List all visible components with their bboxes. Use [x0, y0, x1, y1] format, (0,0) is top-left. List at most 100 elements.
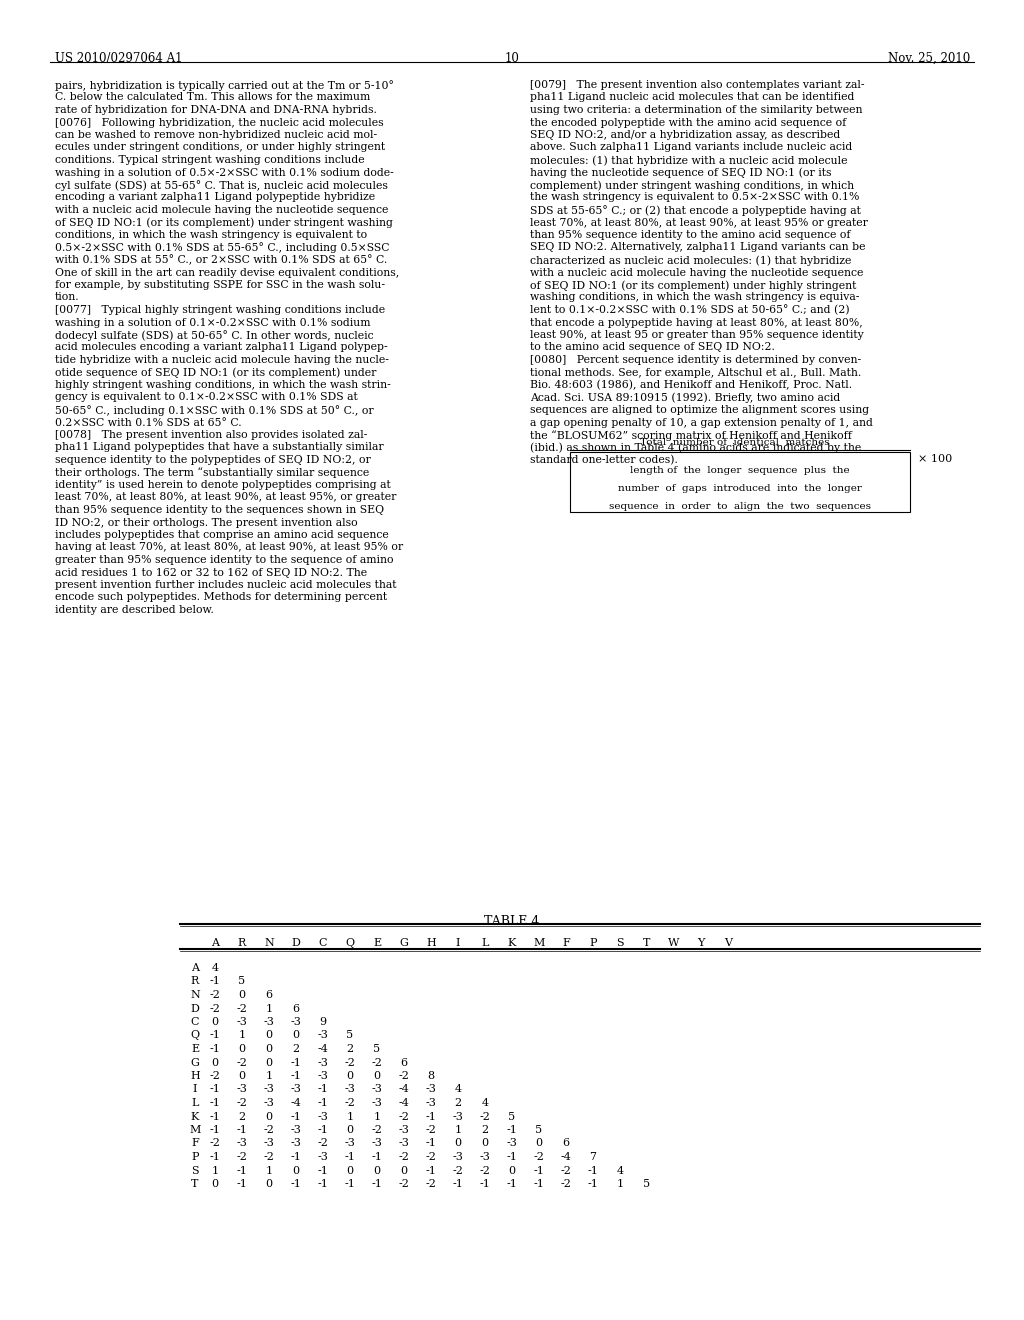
Text: -1: -1 [317, 1125, 329, 1135]
Text: F: F [191, 1138, 199, 1148]
Text: [0076]   Following hybridization, the nucleic acid molecules: [0076] Following hybridization, the nucl… [55, 117, 384, 128]
Text: 10: 10 [505, 51, 519, 65]
Text: least 90%, at least 95 or greater than 95% sequence identity: least 90%, at least 95 or greater than 9… [530, 330, 864, 341]
Text: 0: 0 [265, 1044, 272, 1053]
Text: -2: -2 [237, 1152, 248, 1162]
Text: least 70%, at least 80%, at least 90%, at least 95% or greater: least 70%, at least 80%, at least 90%, a… [530, 218, 868, 227]
Text: 2: 2 [239, 1111, 246, 1122]
Text: 5: 5 [643, 1179, 650, 1189]
Text: -4: -4 [291, 1098, 301, 1107]
Text: Y: Y [697, 939, 705, 948]
Text: tion.: tion. [55, 293, 80, 302]
Text: 5: 5 [239, 977, 246, 986]
Text: -3: -3 [291, 1138, 301, 1148]
Text: S: S [191, 1166, 199, 1176]
Text: sequence  in  order  to  align  the  two  sequences: sequence in order to align the two seque… [609, 502, 871, 511]
Text: -3: -3 [317, 1111, 329, 1122]
Text: -1: -1 [344, 1179, 355, 1189]
Text: [0079]   The present invention also contemplates variant zal-: [0079] The present invention also contem… [530, 81, 864, 90]
Text: -2: -2 [426, 1152, 436, 1162]
Text: can be washed to remove non-hybridized nucleic acid mol-: can be washed to remove non-hybridized n… [55, 129, 377, 140]
Text: Total  number of  identical  matches: Total number of identical matches [640, 438, 829, 447]
Text: -1: -1 [507, 1125, 517, 1135]
Text: 1: 1 [265, 1003, 272, 1014]
Text: identity are described below.: identity are described below. [55, 605, 214, 615]
Text: [0077]   Typical highly stringent washing conditions include: [0077] Typical highly stringent washing … [55, 305, 385, 315]
Text: 50-65° C., including 0.1×SSC with 0.1% SDS at 50° C., or: 50-65° C., including 0.1×SSC with 0.1% S… [55, 405, 374, 416]
Text: 1: 1 [455, 1125, 462, 1135]
Text: G: G [399, 939, 409, 948]
Text: 0: 0 [265, 1111, 272, 1122]
Text: 4: 4 [455, 1085, 462, 1094]
Text: -2: -2 [560, 1166, 571, 1176]
Text: [0078]   The present invention also provides isolated zal-: [0078] The present invention also provid… [55, 430, 368, 440]
Text: -2: -2 [398, 1111, 410, 1122]
Text: -1: -1 [291, 1057, 301, 1068]
Text: -3: -3 [372, 1138, 382, 1148]
Text: -4: -4 [398, 1085, 410, 1094]
Text: -2: -2 [263, 1152, 274, 1162]
Text: [0080]   Percent sequence identity is determined by conven-: [0080] Percent sequence identity is dete… [530, 355, 861, 366]
Text: -1: -1 [588, 1179, 598, 1189]
Text: dodecyl sulfate (SDS) at 50-65° C. In other words, nucleic: dodecyl sulfate (SDS) at 50-65° C. In ot… [55, 330, 374, 341]
Text: characterized as nucleic acid molecules: (1) that hybridize: characterized as nucleic acid molecules:… [530, 255, 851, 265]
Text: -3: -3 [317, 1031, 329, 1040]
Text: with a nucleic acid molecule having the nucleotide sequence: with a nucleic acid molecule having the … [530, 268, 863, 277]
Text: -1: -1 [291, 1152, 301, 1162]
Text: E: E [373, 939, 381, 948]
Text: -3: -3 [237, 1085, 248, 1094]
Text: 0: 0 [400, 1166, 408, 1176]
Text: N: N [190, 990, 200, 1001]
Text: -1: -1 [507, 1152, 517, 1162]
Text: -1: -1 [426, 1166, 436, 1176]
Text: -2: -2 [263, 1125, 274, 1135]
Text: -2: -2 [372, 1057, 382, 1068]
Text: 6: 6 [265, 990, 272, 1001]
Text: G: G [190, 1057, 200, 1068]
Text: washing conditions, in which the wash stringency is equiva-: washing conditions, in which the wash st… [530, 293, 859, 302]
Text: -1: -1 [210, 1031, 220, 1040]
Text: P: P [589, 939, 597, 948]
Text: I: I [456, 939, 460, 948]
Text: -3: -3 [263, 1138, 274, 1148]
Text: -1: -1 [210, 1111, 220, 1122]
Text: -1: -1 [210, 1085, 220, 1094]
Text: -2: -2 [317, 1138, 329, 1148]
Text: highly stringent washing conditions, in which the wash strin-: highly stringent washing conditions, in … [55, 380, 391, 389]
Text: R: R [238, 939, 246, 948]
Text: H: H [190, 1071, 200, 1081]
Text: -2: -2 [344, 1057, 355, 1068]
Text: 2: 2 [346, 1044, 353, 1053]
Text: standard one-letter codes).: standard one-letter codes). [530, 455, 678, 466]
Text: -2: -2 [237, 1098, 248, 1107]
Text: K: K [190, 1111, 200, 1122]
Text: 0: 0 [346, 1125, 353, 1135]
Text: 5: 5 [374, 1044, 381, 1053]
Text: (ibid.) as shown in Table 4 (amino acids are indicated by the: (ibid.) as shown in Table 4 (amino acids… [530, 442, 861, 453]
Text: 0: 0 [265, 1057, 272, 1068]
Text: -1: -1 [237, 1166, 248, 1176]
Text: 1: 1 [374, 1111, 381, 1122]
Bar [570, 451, 910, 512]
Text: Q: Q [190, 1031, 200, 1040]
Text: -3: -3 [344, 1085, 355, 1094]
Text: -4: -4 [317, 1044, 329, 1053]
Text: molecules: (1) that hybridize with a nucleic acid molecule: molecules: (1) that hybridize with a nuc… [530, 154, 848, 165]
Text: -2: -2 [237, 1003, 248, 1014]
Text: -2: -2 [426, 1179, 436, 1189]
Text: -3: -3 [372, 1085, 382, 1094]
Text: number  of  gaps  introduced  into  the  longer: number of gaps introduced into the longe… [618, 484, 862, 492]
Text: Bio. 48:603 (1986), and Henikoff and Henikoff, Proc. Natl.: Bio. 48:603 (1986), and Henikoff and Hen… [530, 380, 852, 391]
Text: M: M [189, 1125, 201, 1135]
Text: 0: 0 [536, 1138, 543, 1148]
Text: 8: 8 [427, 1071, 434, 1081]
Text: -2: -2 [398, 1179, 410, 1189]
Text: 0: 0 [455, 1138, 462, 1148]
Text: 0: 0 [346, 1166, 353, 1176]
Text: D: D [292, 939, 300, 948]
Text: -2: -2 [453, 1166, 464, 1176]
Text: with 0.1% SDS at 55° C., or 2×SSC with 0.1% SDS at 65° C.: with 0.1% SDS at 55° C., or 2×SSC with 0… [55, 255, 387, 265]
Text: to the amino acid sequence of SEQ ID NO:2.: to the amino acid sequence of SEQ ID NO:… [530, 342, 775, 352]
Text: 0: 0 [265, 1179, 272, 1189]
Text: TABLE 4: TABLE 4 [484, 915, 540, 928]
